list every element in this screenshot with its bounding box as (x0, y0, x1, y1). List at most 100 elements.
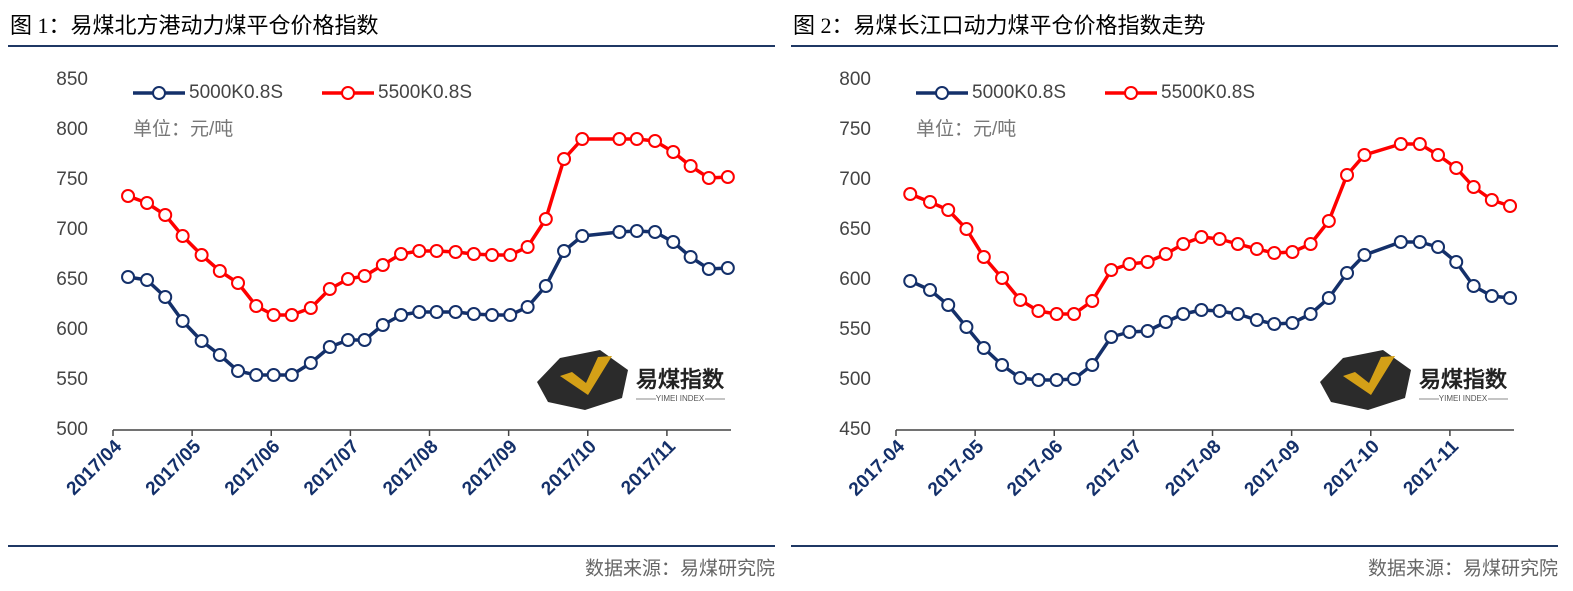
y-tick-label: 700 (839, 169, 871, 190)
point (1466, 279, 1481, 293)
point (1176, 237, 1191, 251)
source: 数据来源：易煤研究院 (585, 557, 775, 579)
x-tick-label: 2017-05 (924, 436, 988, 500)
legend-marker (152, 86, 166, 100)
y-tick-label: 850 (56, 69, 88, 90)
point (303, 301, 318, 315)
point (612, 225, 627, 239)
point (284, 368, 299, 382)
y-tick-label: 650 (56, 269, 88, 290)
point (666, 145, 681, 159)
point (266, 308, 281, 322)
point (284, 308, 299, 322)
y-tick-label: 750 (839, 119, 871, 140)
point (212, 348, 227, 362)
y-tick-label: 500 (56, 419, 88, 440)
point (1031, 373, 1046, 387)
point (1393, 235, 1408, 249)
point (959, 222, 974, 236)
point (1249, 242, 1264, 256)
x-tick-label: 2017-11 (1400, 436, 1464, 500)
y-tick-label: 650 (839, 219, 871, 240)
point (1449, 255, 1464, 269)
point (1194, 230, 1209, 244)
point (941, 203, 956, 217)
point (158, 290, 173, 304)
point (1503, 291, 1518, 305)
logo-shape (1320, 350, 1411, 410)
point (1357, 248, 1372, 262)
point (1085, 294, 1100, 308)
point (1212, 304, 1227, 318)
point (1194, 303, 1209, 317)
point (1303, 237, 1318, 251)
point (903, 187, 918, 201)
point (1031, 304, 1046, 318)
point (923, 283, 938, 297)
point (448, 245, 463, 259)
y-tick-label: 450 (839, 419, 871, 440)
logo-text: 易煤指数 (636, 367, 725, 392)
point (1412, 235, 1427, 249)
point (1085, 358, 1100, 372)
legend-label: 5500K0.8S (378, 82, 472, 103)
logo-subtext: YIMEI INDEX (656, 394, 705, 403)
x-tick-label: 2017/09 (458, 436, 521, 499)
point (1158, 315, 1173, 329)
y-tick-label: 600 (56, 319, 88, 340)
x-tick-label: 2017-10 (1320, 436, 1384, 500)
y-tick-label: 550 (839, 319, 871, 340)
point (375, 258, 390, 272)
x-tick-label: 2017/06 (221, 436, 284, 499)
series-line (909, 142, 1511, 316)
point (375, 318, 390, 332)
point (1176, 307, 1191, 321)
point (923, 195, 938, 209)
point (1049, 307, 1064, 321)
chart-title: 图 1：易煤北方港动力煤平仓价格指数 (10, 13, 379, 38)
point (1230, 237, 1245, 251)
point (1357, 148, 1372, 162)
point (557, 244, 572, 258)
legend-label: 5000K0.8S (189, 82, 283, 103)
point (194, 334, 209, 348)
logo-text: 易煤指数 (1419, 367, 1508, 392)
point (557, 152, 572, 166)
point (1340, 168, 1355, 182)
point (520, 240, 535, 254)
legend-marker (1124, 86, 1138, 100)
x-tick-label: 2017-08 (1161, 436, 1225, 500)
point (1158, 247, 1173, 261)
point (503, 248, 518, 262)
point (941, 298, 956, 312)
point (683, 159, 698, 173)
point (1249, 313, 1264, 327)
point (1431, 148, 1446, 162)
y-tick-label: 700 (56, 219, 88, 240)
point (959, 320, 974, 334)
point (485, 248, 500, 262)
point (1049, 373, 1064, 387)
point (249, 368, 264, 382)
point (175, 314, 190, 328)
point (429, 244, 444, 258)
point (249, 299, 264, 313)
point (1321, 291, 1336, 305)
point (466, 247, 481, 261)
point (1449, 161, 1464, 175)
point (1340, 266, 1355, 280)
point (612, 132, 627, 146)
point (629, 132, 644, 146)
point (648, 225, 663, 239)
point (1140, 324, 1155, 338)
point (629, 224, 644, 238)
legend-label: 5000K0.8S (972, 82, 1066, 103)
point (485, 308, 500, 322)
point (666, 235, 681, 249)
point (1104, 263, 1119, 277)
point (121, 270, 136, 284)
point (357, 333, 372, 347)
logo-subtext: YIMEI INDEX (1439, 394, 1488, 403)
point (976, 250, 991, 264)
